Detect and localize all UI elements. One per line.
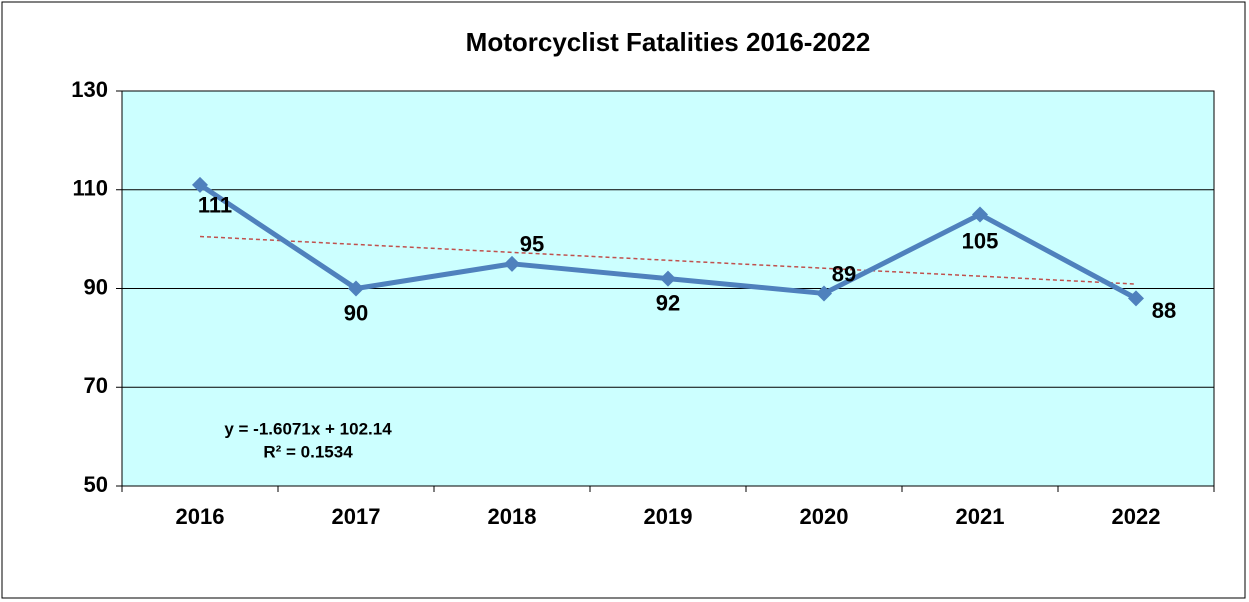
x-tick-label: 2022: [1112, 504, 1161, 529]
data-label: 89: [832, 261, 856, 286]
data-label: 111: [198, 193, 232, 218]
x-tick-label: 2020: [800, 504, 849, 529]
y-tick-label: 130: [71, 77, 108, 102]
data-label: 95: [520, 232, 544, 257]
data-label: 88: [1152, 298, 1176, 323]
x-tick-label: 2021: [956, 504, 1005, 529]
data-point: [816, 285, 832, 302]
data-point: [660, 270, 676, 287]
x-tick-label: 2018: [488, 504, 537, 529]
data-label: 90: [344, 300, 368, 325]
data-label: 105: [962, 228, 999, 253]
x-tick-label: 2019: [644, 504, 693, 529]
y-tick-label: 90: [84, 274, 108, 299]
trendline: [199, 235, 1137, 285]
plot-border: [121, 90, 1215, 487]
data-point: [504, 255, 520, 272]
data-point: [348, 280, 364, 297]
trendline-r-squared: R² = 0.1534: [263, 442, 353, 461]
y-tick-label: 50: [84, 472, 108, 497]
x-tick-label: 2017: [332, 504, 381, 529]
trendline-equation: y = -1.6071x + 102.14: [224, 419, 392, 438]
data-point: [972, 206, 988, 223]
y-tick-label: 110: [73, 176, 109, 201]
x-tick-label: 2016: [176, 504, 225, 529]
data-point: [192, 176, 208, 193]
chart-title: Motorcyclist Fatalities 2016-2022: [466, 27, 871, 57]
data-label: 92: [656, 290, 680, 315]
data-point: [1128, 290, 1144, 307]
y-tick-label: 70: [84, 373, 108, 398]
